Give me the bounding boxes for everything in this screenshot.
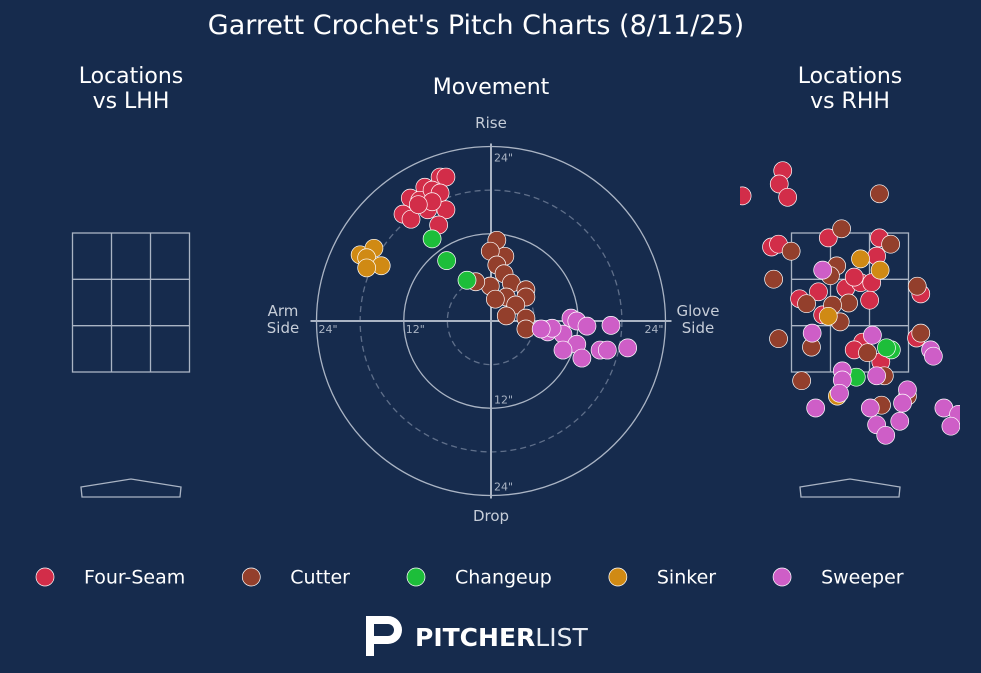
axis-label: Arm Side	[266, 302, 300, 338]
axis-label: Drop	[472, 507, 510, 525]
pitch-point	[890, 411, 910, 431]
pitch-point	[860, 398, 880, 418]
pitch-point	[924, 346, 943, 366]
strike-zone	[71, 232, 191, 373]
legend-label: Changeup	[455, 567, 552, 589]
pitch-point	[941, 416, 960, 436]
pitch-point	[858, 343, 877, 363]
pitch-point	[740, 186, 752, 206]
brand-light: LIST	[535, 623, 588, 652]
legend-marker	[608, 567, 628, 587]
pitch-point	[870, 184, 889, 204]
pitch-point	[806, 398, 826, 418]
legend-marker	[406, 567, 426, 587]
pitch-point	[809, 282, 828, 302]
pitch-point	[531, 319, 551, 339]
logo: PITCHERLIST	[366, 616, 588, 656]
pitch-point	[863, 325, 882, 345]
pitch-point	[486, 289, 505, 309]
pitch-point	[813, 260, 833, 280]
legend-label: Sweeper	[821, 567, 904, 589]
axis-label: Rise	[475, 114, 507, 132]
pitch-point	[764, 269, 783, 289]
pitch-point	[357, 258, 377, 278]
legend-marker	[35, 567, 55, 587]
pitch-point	[802, 323, 822, 343]
ring-label: 12"	[494, 393, 513, 406]
legend-marker	[241, 567, 261, 587]
pitch-point	[778, 187, 797, 207]
panel-title: Locations vs RHH	[797, 64, 903, 115]
pitch-point	[577, 316, 597, 336]
pitch-point	[893, 393, 912, 413]
pitch-point	[601, 316, 621, 335]
brand: PITCHERLIST	[415, 623, 588, 652]
pitch-point	[553, 340, 573, 360]
pitch-point	[851, 249, 870, 269]
page-title: Garrett Crochet's Pitch Charts (8/11/25)	[207, 10, 745, 41]
pitch-point	[818, 306, 838, 326]
pitch-point	[839, 293, 858, 313]
legend-label: Sinker	[657, 567, 716, 589]
pitch-point	[876, 425, 896, 445]
pitch-point	[422, 229, 442, 249]
panel-title: Movement	[432, 75, 550, 100]
ring-label: 12"	[406, 323, 425, 336]
logo-icon	[366, 616, 402, 656]
pitch-point	[436, 167, 456, 187]
pitch-point	[769, 174, 789, 194]
plot-layer: 12" 12" 24" 24" 24" 24" Four-Seam Cutter Changeu…	[35, 143, 960, 589]
pitch-point	[618, 338, 638, 358]
legend-marker	[772, 567, 792, 587]
ring-label: 24"	[494, 481, 513, 494]
ring-label: 24"	[494, 152, 513, 165]
pitch-point	[792, 371, 812, 391]
panel-title: Locations vs LHH	[78, 64, 184, 115]
pitch-point	[870, 260, 890, 280]
pitch-point	[907, 276, 927, 296]
legend-label: Four-Seam	[84, 567, 185, 589]
pitch-point	[572, 348, 592, 368]
pitch-point	[769, 329, 788, 349]
home-plate	[80, 478, 182, 498]
ring-label: 24"	[644, 323, 663, 336]
pitch-point	[597, 340, 617, 360]
home-plate	[799, 478, 901, 498]
brand-bold: PITCHER	[415, 623, 535, 652]
pitch-point	[457, 270, 477, 290]
axis-label: Glove Side	[676, 302, 720, 338]
pitch-point	[832, 219, 851, 239]
pitch-point	[911, 323, 931, 343]
pitch-point	[408, 195, 428, 215]
pitch-point	[860, 290, 879, 310]
pitch-point	[844, 267, 864, 287]
pitch-point	[496, 306, 516, 326]
ring-label: 24"	[319, 323, 338, 336]
legend-label: Cutter	[290, 567, 350, 589]
pitch-point	[797, 294, 816, 314]
pitch-point	[867, 366, 886, 386]
pitch-point	[781, 241, 801, 261]
pitch-point	[437, 251, 456, 271]
pitch-point	[877, 338, 896, 358]
points	[740, 161, 960, 445]
pitch-point	[830, 383, 849, 403]
pitch-point	[881, 234, 900, 254]
pitch-point	[818, 228, 838, 248]
